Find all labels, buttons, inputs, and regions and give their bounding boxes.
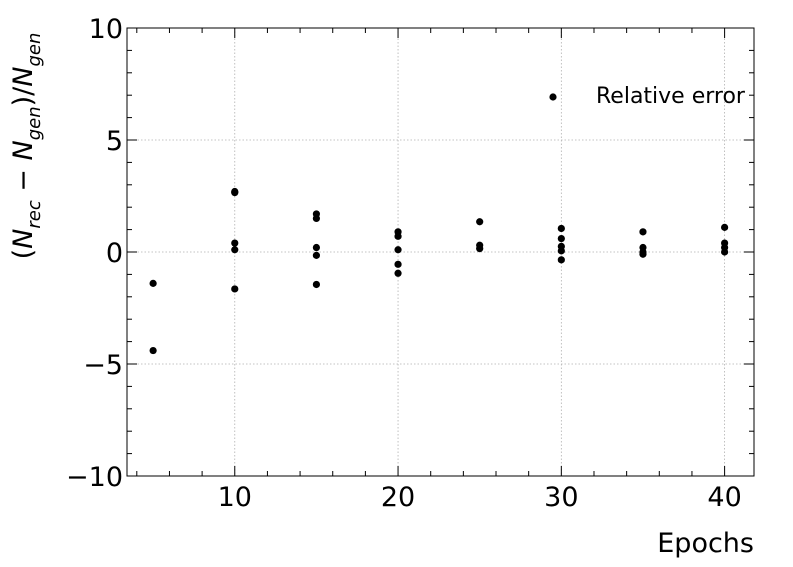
y-tick-label: 10: [89, 14, 123, 45]
x-tick-labels: 10 20 30 40: [218, 482, 742, 513]
data-point: [149, 279, 157, 287]
y-tick-label: 0: [106, 238, 123, 269]
data-point: [312, 251, 321, 259]
y-tick-label: −10: [66, 462, 123, 493]
data-point: [394, 260, 402, 268]
y-axis-title: (Nrec − Ngen)/Ngen: [8, 33, 45, 260]
data-point: [231, 239, 239, 247]
data-point: [394, 269, 402, 277]
x-tick-label: 20: [381, 482, 415, 513]
data-point: [557, 224, 565, 233]
data-point: [312, 280, 321, 289]
data-point: [476, 218, 484, 226]
data-point: [639, 228, 647, 236]
data-point: [149, 346, 157, 355]
legend-marker: [549, 93, 557, 101]
data-point: [312, 243, 321, 252]
data-point: [557, 234, 565, 243]
data-point: [394, 246, 402, 254]
data-point: [231, 189, 239, 197]
data-point: [557, 247, 565, 255]
data-point: [721, 223, 729, 231]
legend-label: Relative error: [596, 84, 746, 109]
data-point: [394, 232, 402, 240]
data-point: [231, 285, 239, 293]
data-point: [476, 245, 484, 253]
y-tick-label: 5: [106, 126, 123, 157]
data-point: [312, 214, 321, 222]
x-tick-label: 10: [218, 482, 252, 513]
x-tick-label: 30: [544, 482, 578, 513]
data-point: [639, 250, 647, 258]
data-point: [721, 248, 729, 256]
x-tick-label: 40: [707, 482, 741, 513]
y-tick-labels: 10 5 0 −5 −10: [66, 14, 123, 493]
data-point: [557, 256, 565, 264]
legend: Relative error: [549, 84, 746, 109]
data-point: [231, 246, 239, 254]
plot-frame: [126, 27, 755, 477]
x-axis-title: Epochs: [657, 528, 754, 559]
data-points: [149, 187, 729, 355]
y-tick-label: −5: [83, 350, 123, 381]
